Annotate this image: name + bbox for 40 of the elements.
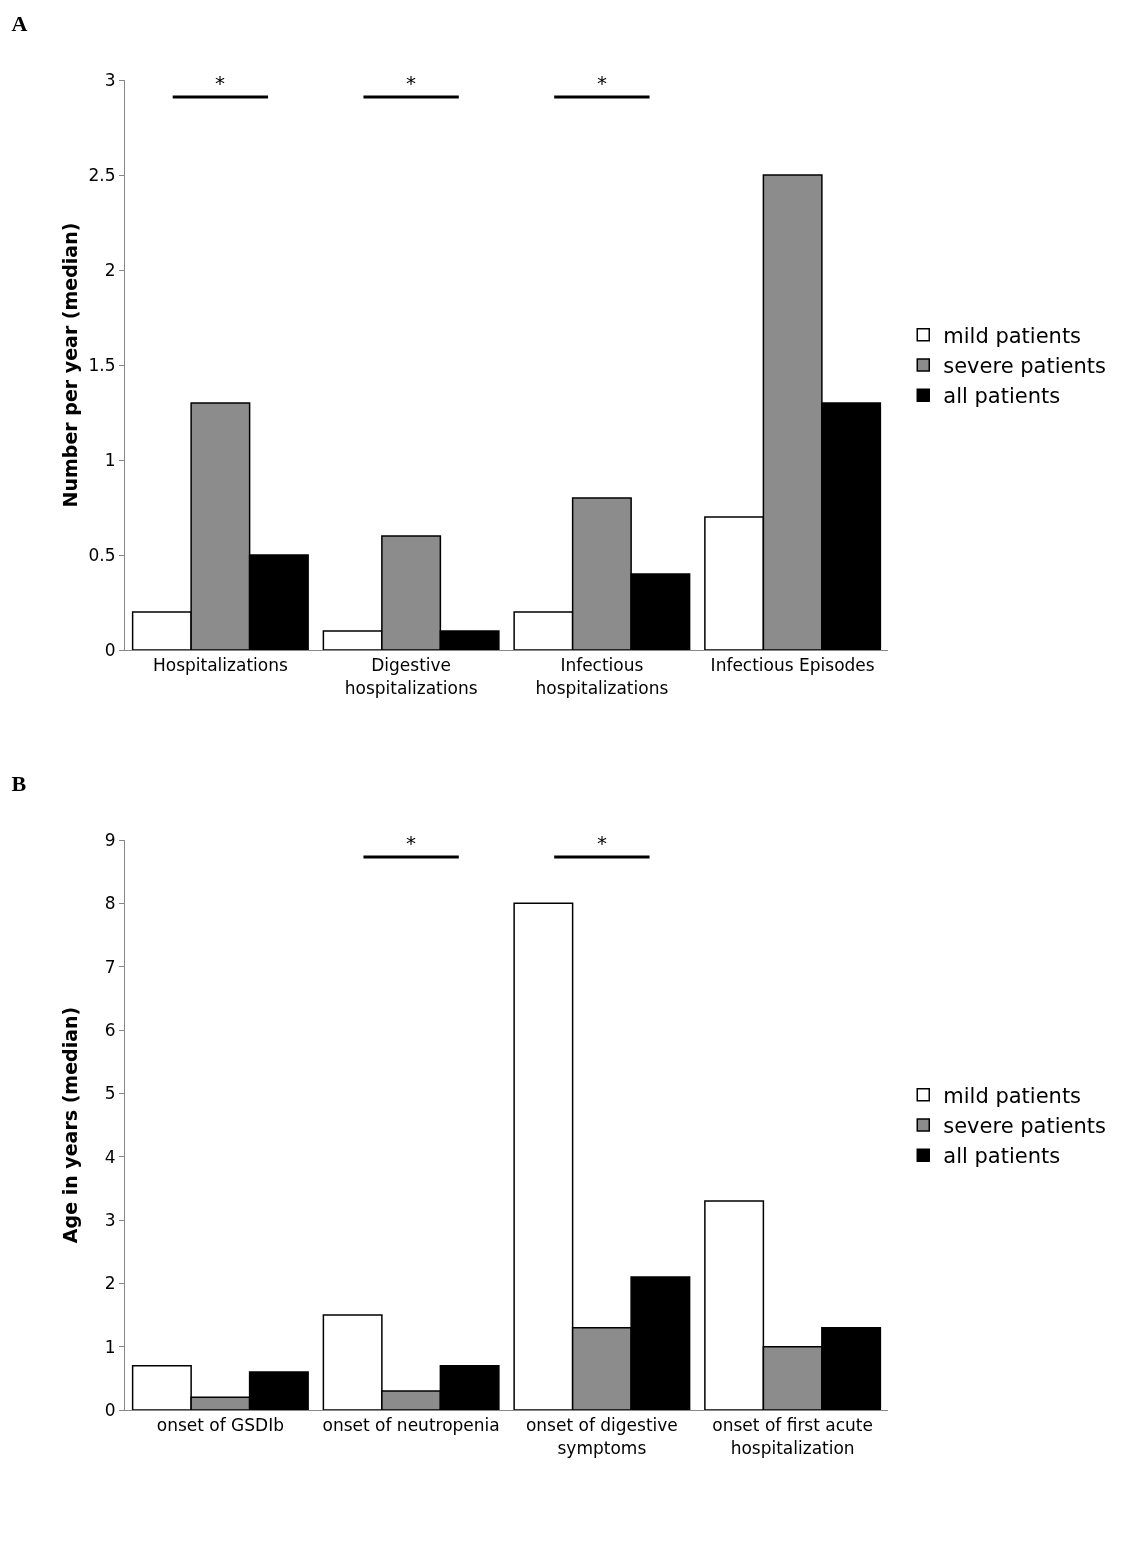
annotation: * (597, 71, 607, 95)
y-tick-label: 4 (104, 1146, 116, 1167)
y-tick-label: 0 (104, 1399, 116, 1420)
y-tick-label: 1 (104, 1336, 116, 1357)
y-tick-label: 2 (104, 259, 116, 280)
annotation: * (406, 831, 416, 855)
legend-label: severe patients (943, 354, 1106, 379)
x-tick-label: onset of first acute hospitalization (712, 1415, 873, 1458)
x-tick-label: Hospitalizations (152, 655, 288, 676)
x-tick-label: onset of GSDIb (156, 1415, 284, 1436)
legend-label: mild patients (943, 323, 1082, 348)
x-tick-label: Infectious hospitalizations (535, 655, 669, 698)
legend-label: mild patients (943, 1083, 1082, 1108)
x-tick-label: Digestive hospitalizations (344, 655, 478, 698)
legend-label: all patients (943, 1144, 1061, 1169)
y-tick-label: 7 (104, 956, 116, 977)
legend-label: all patients (943, 384, 1061, 409)
x-tick-label: Infectious Episodes (710, 655, 875, 676)
x-tick-label: onset of digestive symptoms (525, 1415, 678, 1458)
y-tick-label: 5 (104, 1083, 116, 1104)
y-tick-label: 0 (104, 639, 116, 660)
y-tick-label: 6 (104, 1019, 116, 1040)
y-tick-label: 1.5 (88, 354, 116, 375)
annotation: * (406, 71, 416, 95)
y-axis-title: Number per year (median) (59, 222, 81, 508)
chart-title: A (11, 10, 28, 36)
y-tick-label: 9 (104, 829, 116, 850)
chart-title: B (11, 770, 27, 796)
y-axis-title: Age in years (median) (59, 1006, 81, 1244)
legend-label: severe patients (943, 1114, 1106, 1139)
y-tick-label: 1 (104, 449, 116, 470)
y-tick-label: 3 (104, 69, 116, 90)
y-tick-label: 3 (104, 1209, 116, 1230)
y-tick-label: 2.5 (88, 164, 116, 185)
annotation: * (215, 71, 225, 95)
y-tick-label: 2 (104, 1273, 116, 1294)
y-tick-label: 0.5 (88, 544, 116, 565)
annotation: * (597, 831, 607, 855)
x-tick-label: onset of neutropenia (322, 1415, 500, 1436)
y-tick-label: 8 (104, 893, 116, 914)
